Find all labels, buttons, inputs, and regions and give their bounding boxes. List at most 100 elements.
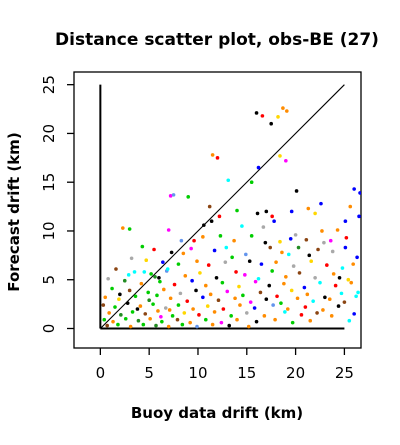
data-point [128, 324, 133, 329]
data-point [210, 153, 215, 157]
data-point [147, 298, 151, 303]
data-point [296, 245, 301, 250]
data-point [278, 239, 282, 244]
data-point [121, 226, 125, 230]
data-point [205, 304, 210, 308]
data-point [282, 281, 286, 286]
data-point [219, 320, 224, 325]
data-point [346, 277, 351, 282]
data-point [305, 292, 310, 297]
chart-title: Distance scatter plot, obs-BE (27) [55, 30, 379, 50]
data-point [249, 234, 254, 238]
data-point [335, 228, 340, 232]
data-point [290, 320, 295, 325]
data-point [233, 296, 237, 301]
data-point [358, 191, 361, 195]
data-point [161, 260, 165, 264]
data-point [212, 248, 217, 253]
data-point [101, 303, 106, 307]
data-point [339, 291, 344, 296]
data-point [226, 178, 231, 183]
data-point [210, 322, 215, 327]
y-axis-label: Forecast drift (km) [5, 132, 23, 291]
data-point [234, 270, 238, 274]
data-point [320, 229, 324, 233]
data-point [330, 249, 335, 254]
data-point [284, 275, 288, 279]
data-point [288, 236, 293, 241]
data-point [141, 322, 146, 327]
data-point [216, 298, 221, 303]
data-point [215, 156, 220, 160]
data-point [262, 314, 267, 318]
data-point [270, 214, 274, 219]
data-point [247, 259, 252, 264]
data-point [155, 293, 159, 298]
data-point [308, 318, 313, 323]
data-point [318, 280, 322, 285]
data-point [138, 304, 143, 308]
data-point [327, 297, 332, 302]
x-tick-label-5: 25 [335, 364, 354, 382]
data-point [285, 307, 290, 311]
data-point [168, 296, 173, 301]
data-point [163, 306, 168, 310]
data-point [116, 322, 120, 327]
data-point [198, 271, 202, 275]
data-point [289, 209, 294, 214]
x-tick-label-3: 15 [237, 364, 256, 382]
data-point [140, 244, 145, 249]
data-point [230, 255, 234, 260]
data-point [321, 308, 325, 312]
data-point [278, 154, 282, 158]
data-point [285, 109, 289, 113]
data-point [240, 224, 244, 228]
data-point [302, 285, 307, 290]
data-point [293, 233, 298, 237]
data-point [343, 219, 348, 224]
data-point [243, 273, 247, 277]
data-point [264, 209, 269, 214]
data-point [248, 300, 253, 304]
data-point [252, 306, 257, 310]
data-point [254, 319, 259, 324]
data-point [197, 313, 201, 317]
data-point [244, 311, 249, 315]
data-point [306, 206, 311, 211]
points-group [101, 106, 361, 329]
data-point [280, 250, 284, 255]
data-point [151, 302, 155, 306]
data-point [269, 121, 273, 126]
data-point [218, 234, 223, 238]
data-point [270, 269, 274, 273]
data-point [107, 311, 111, 315]
data-point [223, 260, 228, 264]
data-point [297, 271, 302, 275]
data-point [183, 274, 188, 278]
data-point [356, 290, 360, 295]
data-point [273, 317, 277, 322]
y-tick-label-2: 10 [40, 221, 58, 240]
data-point [186, 195, 191, 199]
data-point [246, 324, 251, 329]
data-point [158, 279, 162, 284]
data-point [146, 290, 150, 295]
data-point [162, 287, 166, 292]
data-point [130, 310, 135, 314]
data-point [181, 251, 186, 256]
data-point [348, 204, 353, 209]
data-point [111, 319, 115, 324]
data-point [256, 165, 261, 170]
data-point [188, 320, 192, 325]
data-point [182, 311, 187, 315]
data-point [316, 247, 320, 252]
data-point [206, 263, 211, 267]
data-point [172, 282, 177, 287]
data-point [190, 278, 194, 283]
data-point [349, 280, 354, 285]
data-point [195, 324, 199, 329]
data-point [283, 310, 287, 314]
data-point [303, 305, 308, 309]
data-point [258, 290, 263, 295]
